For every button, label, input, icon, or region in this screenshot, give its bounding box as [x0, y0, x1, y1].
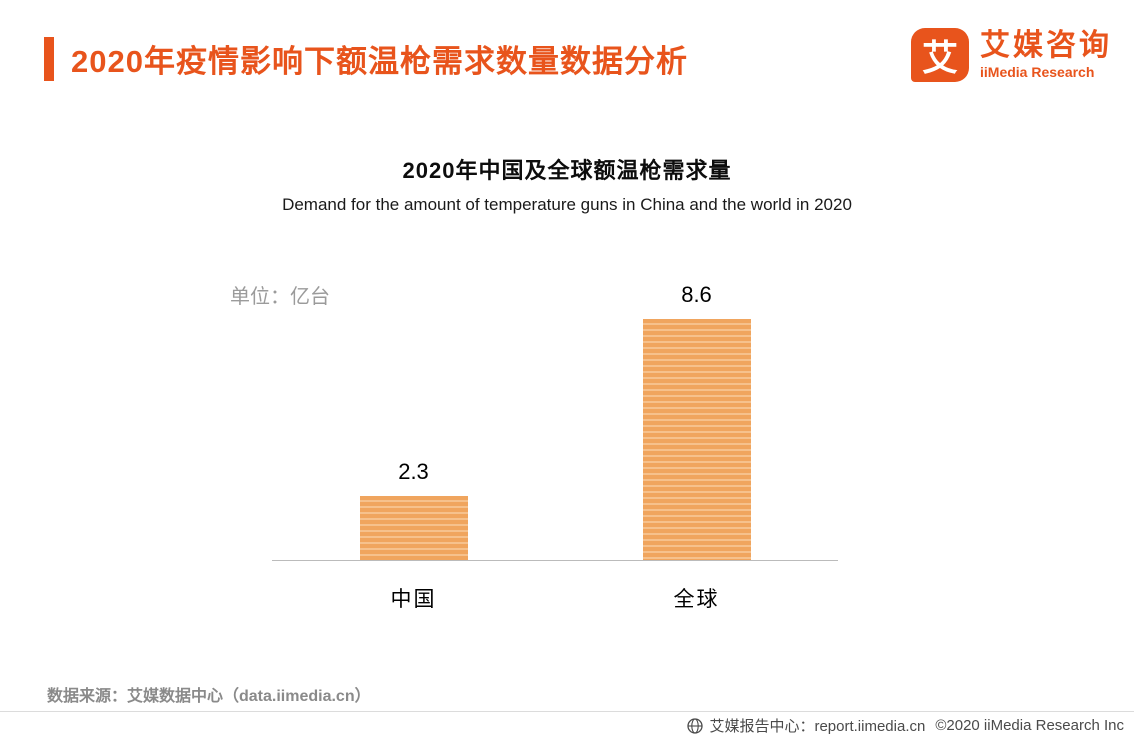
page-title: 2020年疫情影响下额温枪需求数量数据分析 — [71, 44, 688, 79]
bar — [359, 496, 468, 560]
footer-bar: 艾媒报告中心：report.iimedia.cn ©2020 iiMedia R… — [687, 715, 1124, 736]
chart-subtitle: Demand for the amount of temperature gun… — [282, 195, 852, 214]
page-header: 2020年疫情影响下额温枪需求数量数据分析 — [44, 36, 688, 81]
footer-divider — [0, 711, 1134, 712]
data-source-note: 数据来源：艾媒数据中心（data.iimedia.cn） — [47, 688, 371, 705]
bar-chart-plot: 2.3 8.6 — [272, 280, 838, 561]
bar-group: 8.6 — [642, 282, 751, 560]
globe-icon — [687, 717, 704, 734]
title-accent-bar — [44, 36, 54, 81]
iimedia-logo-text: 艾媒咨询 iiMedia Research — [980, 30, 1112, 80]
report-center-text: 艾媒报告中心：report.iimedia.cn — [709, 718, 926, 735]
bar-value-label: 8.6 — [681, 282, 712, 307]
logo-name-en: iiMedia Research — [980, 63, 1095, 80]
category-label: 中国 — [390, 588, 437, 611]
chart-title: 2020年中国及全球额温枪需求量 — [402, 158, 732, 183]
iimedia-logo-icon: 艾 — [911, 28, 969, 82]
iimedia-logo: 艾 艾媒咨询 iiMedia Research — [911, 28, 1112, 82]
bar-value-label: 2.3 — [398, 459, 429, 484]
copyright-text: ©2020 iiMedia Research Inc — [935, 717, 1124, 734]
unit-label: 单位：亿台 — [230, 286, 330, 308]
bar-group: 2.3 — [359, 459, 468, 560]
category-label: 全球 — [673, 588, 720, 611]
category-axis: 中国 全球 — [272, 583, 838, 613]
logo-name-cn: 艾媒咨询 — [980, 29, 1112, 63]
bar — [642, 319, 751, 560]
